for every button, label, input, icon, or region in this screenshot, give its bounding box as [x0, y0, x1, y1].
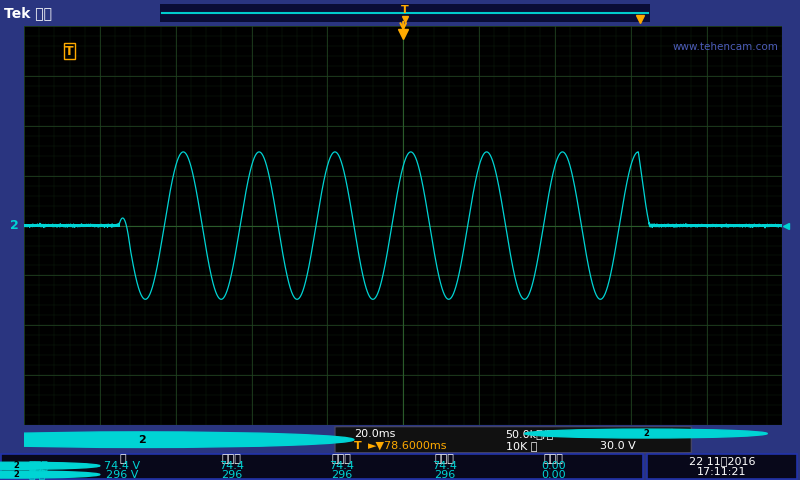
Circle shape — [0, 432, 354, 447]
Text: T: T — [401, 5, 409, 15]
FancyBboxPatch shape — [160, 4, 650, 23]
Text: Tek 预览: Tek 预览 — [4, 6, 52, 20]
Text: 296 V: 296 V — [106, 469, 138, 480]
Text: BW: BW — [286, 435, 302, 444]
Text: 最小値: 最小値 — [331, 454, 351, 464]
Text: 平均値: 平均値 — [222, 454, 242, 464]
Text: 峰-峰: 峰-峰 — [29, 469, 46, 480]
Text: www.tehencam.com: www.tehencam.com — [673, 42, 778, 52]
Text: 296: 296 — [222, 469, 242, 480]
Text: 74.4: 74.4 — [219, 461, 244, 471]
Text: 296: 296 — [330, 469, 352, 480]
Text: 100 V: 100 V — [187, 433, 221, 446]
Text: 2: 2 — [10, 219, 18, 232]
Circle shape — [0, 462, 100, 469]
Text: 17:11:21: 17:11:21 — [698, 468, 746, 477]
FancyBboxPatch shape — [335, 427, 691, 453]
FancyBboxPatch shape — [2, 454, 642, 479]
Text: 均方根: 均方根 — [29, 461, 49, 471]
Text: 50.0k次/秒: 50.0k次/秒 — [506, 429, 554, 439]
Text: 2: 2 — [138, 435, 146, 444]
Text: 标准差: 标准差 — [544, 454, 564, 464]
Text: 30.0 V: 30.0 V — [600, 441, 636, 451]
Text: 74.4: 74.4 — [329, 461, 354, 471]
Text: T: T — [65, 45, 74, 58]
FancyBboxPatch shape — [647, 454, 797, 479]
Text: 22 11月2016: 22 11月2016 — [689, 456, 755, 467]
Text: 2: 2 — [13, 470, 19, 479]
Text: 74.4 V: 74.4 V — [104, 461, 141, 471]
Text: 最大値: 最大値 — [434, 454, 454, 464]
Circle shape — [525, 429, 767, 438]
Text: 2: 2 — [643, 429, 649, 438]
Text: 296: 296 — [434, 469, 455, 480]
Text: 74.4: 74.4 — [432, 461, 457, 471]
Text: 0.00: 0.00 — [542, 461, 566, 471]
Text: 2: 2 — [13, 461, 19, 470]
Text: 10K 点: 10K 点 — [506, 441, 537, 451]
Circle shape — [0, 471, 100, 478]
Text: 20.0ms: 20.0ms — [354, 429, 395, 439]
Text: T: T — [354, 441, 362, 451]
Text: 0.00: 0.00 — [542, 469, 566, 480]
Text: ♪: ♪ — [665, 429, 675, 439]
Text: ►▼78.6000ms: ►▼78.6000ms — [367, 441, 447, 451]
Text: 値: 値 — [119, 454, 126, 464]
